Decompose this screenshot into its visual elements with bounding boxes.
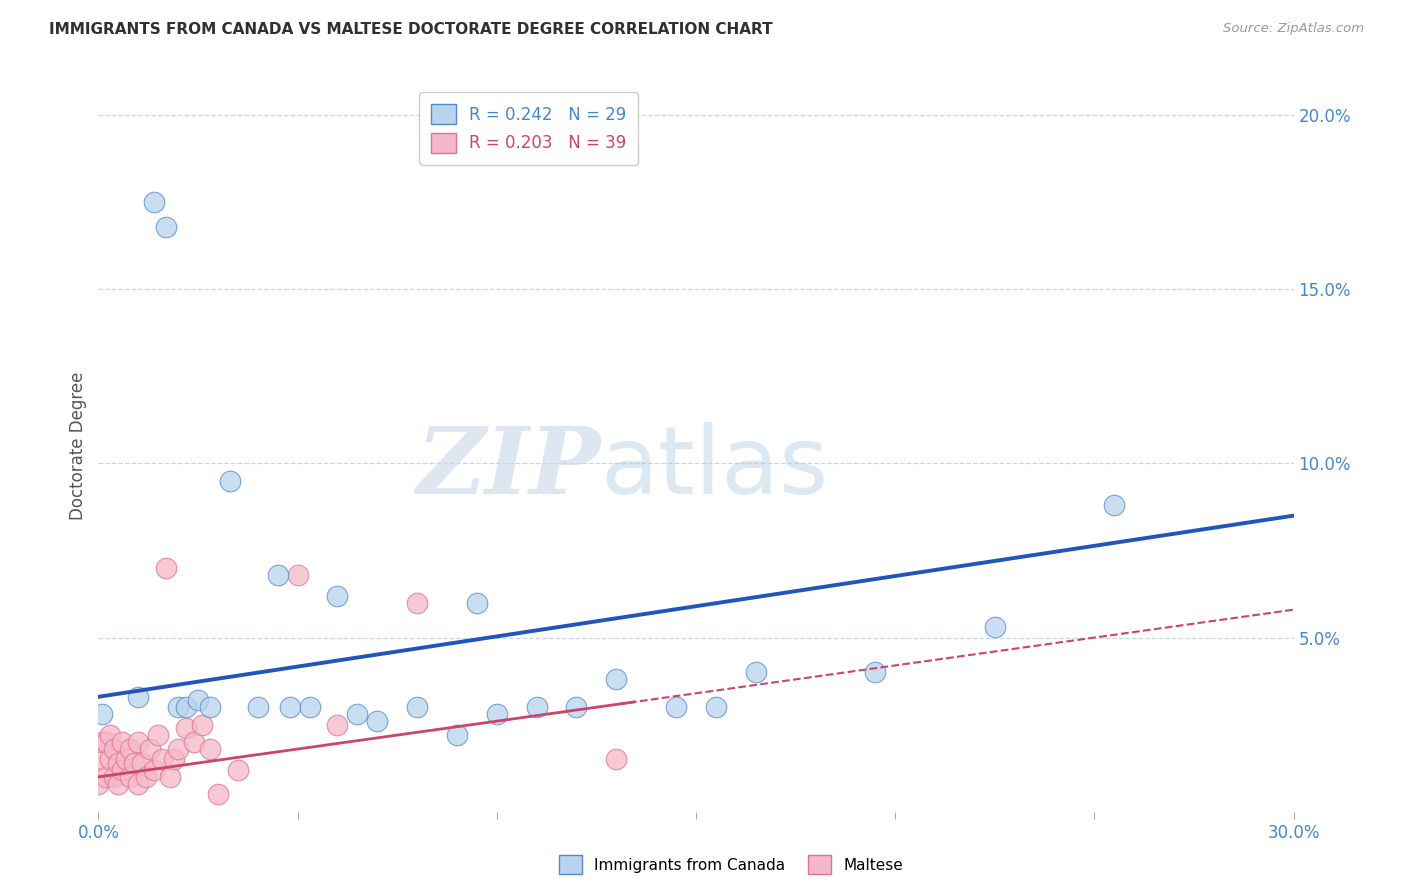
Point xyxy=(326,717,349,731)
Point xyxy=(191,717,214,731)
Point xyxy=(174,700,197,714)
Point xyxy=(139,742,162,756)
Point xyxy=(155,219,177,234)
Point xyxy=(127,735,149,749)
Point xyxy=(605,673,627,687)
Point xyxy=(148,728,170,742)
Point xyxy=(406,700,429,714)
Text: IMMIGRANTS FROM CANADA VS MALTESE DOCTORATE DEGREE CORRELATION CHART: IMMIGRANTS FROM CANADA VS MALTESE DOCTOR… xyxy=(49,22,773,37)
Point xyxy=(406,596,429,610)
Point xyxy=(103,742,125,756)
Point xyxy=(107,777,129,791)
Point xyxy=(984,620,1007,634)
Point xyxy=(98,728,122,742)
Point xyxy=(127,690,149,704)
Point xyxy=(226,763,249,777)
Point xyxy=(103,770,125,784)
Point xyxy=(91,735,114,749)
Point xyxy=(87,777,110,791)
Point xyxy=(174,721,197,735)
Point xyxy=(346,707,368,722)
Point xyxy=(446,728,468,742)
Point xyxy=(159,770,181,784)
Point xyxy=(91,707,114,722)
Point xyxy=(183,735,205,749)
Point xyxy=(1104,498,1126,512)
Point xyxy=(167,700,190,714)
Point xyxy=(115,752,138,766)
Point xyxy=(246,700,269,714)
Point xyxy=(526,700,548,714)
Text: atlas: atlas xyxy=(600,422,828,514)
Point xyxy=(120,742,142,756)
Point xyxy=(366,714,388,728)
Y-axis label: Doctorate Degree: Doctorate Degree xyxy=(69,372,87,520)
Point xyxy=(163,752,186,766)
Point xyxy=(96,770,118,784)
Point xyxy=(155,561,177,575)
Point xyxy=(485,707,508,722)
Point xyxy=(107,756,129,770)
Point xyxy=(207,787,229,801)
Point xyxy=(143,195,166,210)
Point xyxy=(287,567,309,582)
Legend: Immigrants from Canada, Maltese: Immigrants from Canada, Maltese xyxy=(553,849,910,880)
Point xyxy=(278,700,301,714)
Point xyxy=(665,700,688,714)
Point xyxy=(326,589,349,603)
Point xyxy=(120,770,142,784)
Point xyxy=(605,752,627,766)
Legend: R = 0.242   N = 29, R = 0.203   N = 39: R = 0.242 N = 29, R = 0.203 N = 39 xyxy=(419,92,638,165)
Point xyxy=(131,756,153,770)
Point xyxy=(135,770,157,784)
Point xyxy=(111,763,134,777)
Point xyxy=(167,742,190,756)
Point xyxy=(198,700,221,714)
Text: ZIP: ZIP xyxy=(416,423,600,513)
Point xyxy=(865,665,887,680)
Point xyxy=(745,665,768,680)
Point xyxy=(98,752,122,766)
Point xyxy=(127,777,149,791)
Point xyxy=(267,567,290,582)
Point xyxy=(198,742,221,756)
Point xyxy=(124,756,146,770)
Point xyxy=(187,693,209,707)
Text: Source: ZipAtlas.com: Source: ZipAtlas.com xyxy=(1223,22,1364,36)
Point xyxy=(219,474,242,488)
Point xyxy=(96,735,118,749)
Point xyxy=(111,735,134,749)
Point xyxy=(465,596,488,610)
Point xyxy=(704,700,727,714)
Point xyxy=(91,752,114,766)
Point xyxy=(150,752,173,766)
Point xyxy=(298,700,321,714)
Point xyxy=(143,763,166,777)
Point xyxy=(565,700,588,714)
